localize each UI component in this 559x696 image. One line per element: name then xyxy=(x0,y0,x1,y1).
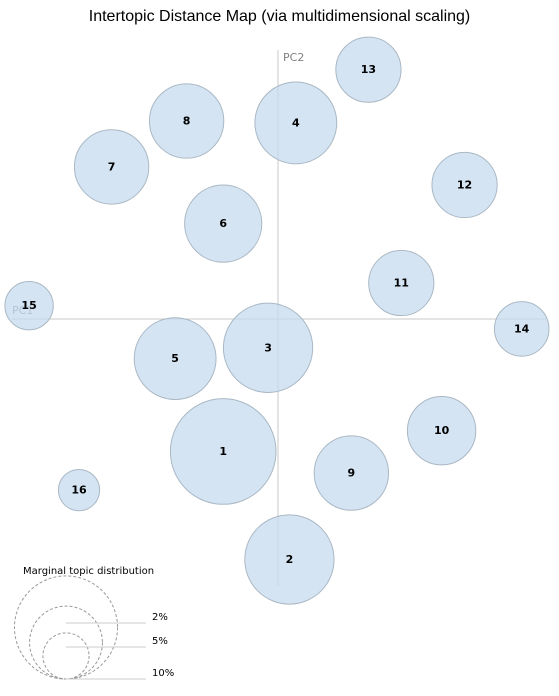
topic-label-7: 7 xyxy=(108,160,116,173)
topic-circle-5[interactable] xyxy=(133,317,217,401)
chart-title: Intertopic Distance Map (via multidimens… xyxy=(88,8,471,25)
topic-label-1: 1 xyxy=(219,445,227,458)
legend-label-5: 5% xyxy=(152,636,168,647)
legend-circle-5 xyxy=(29,605,103,680)
topic-circle-6[interactable] xyxy=(184,184,263,263)
topic-circle-10[interactable] xyxy=(406,396,477,466)
topic-label-13: 13 xyxy=(361,63,376,76)
topic-circle-3[interactable] xyxy=(222,302,314,393)
topic-label-3: 3 xyxy=(264,341,272,354)
legend-label-2: 2% xyxy=(152,612,168,623)
topic-label-4: 4 xyxy=(292,116,300,129)
legend-label-10: 10% xyxy=(152,668,174,679)
topic-label-10: 10 xyxy=(434,424,450,437)
legend-circle-2 xyxy=(42,632,90,680)
topic-circle-16[interactable] xyxy=(57,468,101,512)
topic-label-12: 12 xyxy=(457,179,472,192)
topic-circle-8[interactable] xyxy=(148,83,225,159)
pc2-axis-label: PC2 xyxy=(283,51,304,64)
topic-label-9: 9 xyxy=(348,467,356,480)
topic-label-8: 8 xyxy=(183,115,191,128)
topic-circle-14[interactable] xyxy=(493,301,550,357)
topic-circle-4[interactable] xyxy=(254,81,338,165)
topic-circle-2[interactable] xyxy=(244,514,335,605)
topic-label-6: 6 xyxy=(219,217,227,230)
topic-circle-15[interactable] xyxy=(4,281,54,331)
legend-circle-10 xyxy=(13,575,119,680)
topic-circle-7[interactable] xyxy=(73,129,150,205)
topic-label-16: 16 xyxy=(71,484,87,497)
topic-circle-13[interactable] xyxy=(335,36,402,103)
topic-circle-12[interactable] xyxy=(431,151,498,219)
topic-label-11: 11 xyxy=(394,277,409,290)
topic-circle-9[interactable] xyxy=(313,435,390,511)
topic-label-15: 15 xyxy=(21,299,36,312)
legend-title: Marginal topic distribution xyxy=(23,566,154,577)
topic-circle-11[interactable] xyxy=(368,249,435,317)
topic-circle-1[interactable] xyxy=(169,398,277,505)
topic-label-2: 2 xyxy=(286,553,294,566)
topic-label-14: 14 xyxy=(514,322,530,335)
topic-label-5: 5 xyxy=(171,352,179,365)
